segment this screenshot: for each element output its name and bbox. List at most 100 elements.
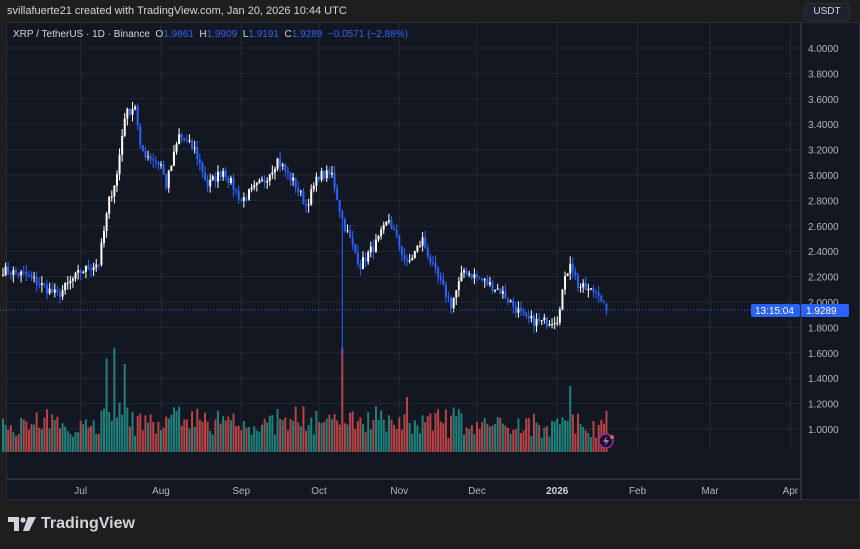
- candle-body: [364, 257, 367, 262]
- candle-body: [224, 170, 227, 178]
- volume-bar: [475, 421, 478, 452]
- candle-body: [349, 230, 352, 238]
- candle-body: [468, 273, 471, 275]
- candle-body: [108, 196, 111, 214]
- volume-bar: [579, 423, 582, 452]
- candle-body: [281, 164, 284, 167]
- volume-bar: [605, 410, 608, 452]
- volume-bar: [17, 434, 20, 452]
- candle-body: [74, 272, 77, 279]
- candle-body: [525, 312, 528, 316]
- volume-bar: [501, 423, 504, 452]
- candle-body: [250, 187, 253, 190]
- candle-body: [380, 229, 383, 237]
- volume-bar: [406, 397, 409, 452]
- candle-body: [595, 292, 598, 294]
- candle-body: [305, 204, 308, 206]
- volume-bar: [258, 431, 261, 452]
- volume-bar: [494, 423, 497, 452]
- candle-body: [115, 174, 118, 186]
- volume-bar: [14, 436, 17, 452]
- volume-bar: [571, 414, 574, 452]
- candle-body: [351, 237, 354, 244]
- symbol-legend: XRP / TetherUS · 1D · Binance O1.9861 H1…: [13, 29, 408, 40]
- volume-bar: [61, 423, 64, 452]
- candle-body: [545, 317, 548, 326]
- volume-bar: [149, 414, 152, 452]
- volume-bar: [545, 426, 548, 452]
- candle-body: [323, 170, 326, 179]
- candle-body: [431, 262, 434, 264]
- candle-body: [149, 156, 152, 160]
- candle-body: [434, 262, 437, 268]
- volume-bar: [185, 419, 188, 452]
- candle-body: [455, 290, 458, 298]
- candle-body: [556, 322, 559, 324]
- candle-body: [310, 189, 313, 205]
- volume-bar: [191, 411, 194, 452]
- volume-bar: [548, 436, 551, 452]
- volume-bar: [175, 410, 178, 452]
- candle-body: [139, 125, 142, 146]
- volume-bar: [66, 431, 69, 452]
- volume-bar: [369, 429, 372, 452]
- volume-bar: [27, 429, 30, 452]
- candle-body: [416, 245, 419, 252]
- volume-bar: [431, 430, 434, 452]
- candle-body: [167, 171, 170, 188]
- currency-button[interactable]: USDT: [804, 3, 850, 21]
- candle-body: [61, 290, 64, 297]
- volume-bar: [543, 427, 546, 452]
- symbol-name[interactable]: XRP / TetherUS · 1D · Binance: [13, 29, 150, 40]
- volume-bar: [33, 424, 36, 452]
- candle-body: [121, 136, 124, 156]
- candle-body: [299, 191, 302, 193]
- tradingview-logo[interactable]: TradingView: [8, 515, 135, 533]
- volume-bar: [74, 432, 77, 452]
- last-price-label: [801, 304, 849, 317]
- volume-bar: [481, 422, 484, 452]
- volume-bar: [121, 414, 124, 452]
- volume-bar: [517, 418, 520, 452]
- volume-bar: [222, 416, 225, 452]
- open-value: 1.9861: [163, 29, 194, 40]
- candle-body: [22, 271, 25, 273]
- volume-bar: [97, 433, 100, 452]
- candle-body: [216, 171, 219, 182]
- volume-bar: [7, 429, 10, 452]
- volume-bar: [470, 425, 473, 452]
- candle-body: [284, 164, 287, 171]
- bar-countdown: 13:15:04: [755, 306, 794, 317]
- x-tick-label: Sep: [232, 486, 250, 497]
- candle-body: [338, 200, 341, 212]
- close-label: C: [284, 29, 292, 40]
- volume-bar: [219, 423, 222, 452]
- volume-bar: [312, 434, 315, 452]
- volume-bar: [525, 418, 528, 452]
- candle-body: [429, 256, 432, 263]
- volume-bar: [292, 420, 295, 452]
- volume-bar: [196, 408, 199, 452]
- candle-body: [211, 176, 214, 180]
- volume-bar: [172, 407, 175, 452]
- volume-bar: [9, 425, 12, 452]
- volume-bar: [473, 433, 476, 452]
- y-tick-label: 1.6000: [808, 349, 839, 360]
- candle-body: [584, 283, 587, 291]
- lightning-alert-icon[interactable]: [598, 433, 614, 449]
- candle-body: [162, 164, 165, 174]
- candle-body: [558, 309, 561, 323]
- bar-countdown-label: [751, 304, 800, 317]
- candle-body: [496, 288, 499, 290]
- volume-bar: [595, 437, 598, 452]
- volume-bar: [240, 430, 243, 452]
- volume-bar: [336, 420, 339, 452]
- candle-body: [457, 281, 460, 291]
- candle-body: [491, 282, 494, 292]
- candle-body: [144, 151, 147, 157]
- volume-bar: [139, 413, 142, 452]
- volume-bar: [178, 406, 181, 452]
- candle-body: [362, 257, 365, 270]
- candle-body: [406, 259, 409, 262]
